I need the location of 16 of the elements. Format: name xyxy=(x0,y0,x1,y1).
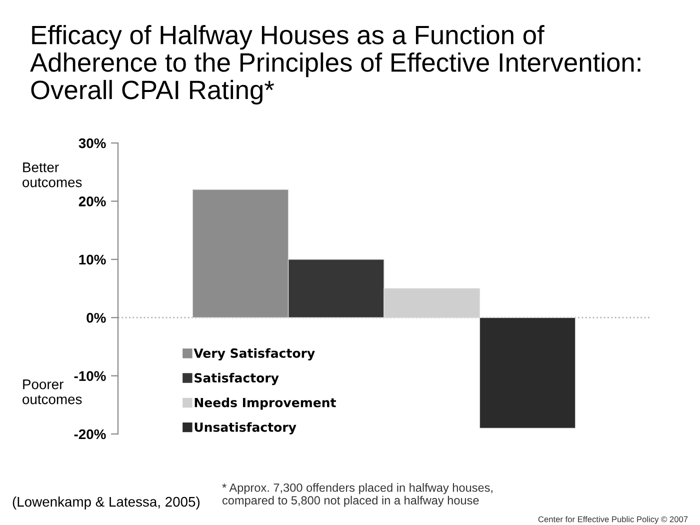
y-tick-label: -10% xyxy=(74,371,106,381)
y-tick-label: 20% xyxy=(78,196,106,206)
legend-label: Unsatisfactory xyxy=(194,422,296,434)
text: * Approx. 7,300 offenders placed in halfway houses, compared to 5,800 not placed in a halfway house xyxy=(222,483,492,507)
text: Better outcomes xyxy=(22,162,82,188)
y-tick-label: -20% xyxy=(74,429,106,440)
text: (Lowenkamp & Latessa, 2005) xyxy=(12,496,200,510)
legend-label: Very Satisfactory xyxy=(194,348,315,360)
legend-label: Satisfactory xyxy=(194,372,279,386)
legend-label: Needs Improvement xyxy=(194,398,336,410)
y-tick-label: 30% xyxy=(78,138,106,148)
y-tick-label: 0% xyxy=(86,312,106,323)
chart-title: Efficacy of Halfway Houses as a Function of Adherence to the Principles of Effective Intervention: Overall CPAI Rating* xyxy=(30,25,640,105)
text: Poorer outcomes xyxy=(22,380,82,404)
y-tick-label: 10% xyxy=(79,254,106,265)
text: Center for Effective Public Policy © 2007 xyxy=(538,516,688,524)
